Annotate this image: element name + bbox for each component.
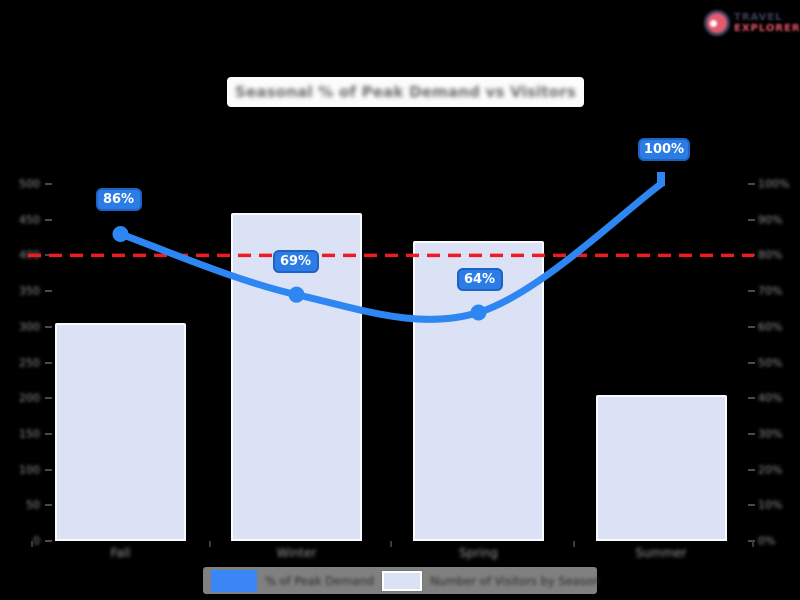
right-axis-tick-label: 10% bbox=[758, 498, 783, 512]
left-axis-tick-mark bbox=[45, 290, 52, 293]
x-axis-tick-mark bbox=[31, 541, 33, 547]
right-axis-tick-label: 60% bbox=[758, 320, 783, 334]
right-axis-tick-mark bbox=[748, 218, 755, 221]
x-axis-tick-mark bbox=[573, 541, 575, 547]
legend: % of Peak Demand Number of Visitors by S… bbox=[203, 567, 601, 594]
right-axis-tick-mark bbox=[748, 361, 755, 364]
line-series bbox=[117, 180, 665, 323]
x-axis-label-summer: Summer bbox=[635, 546, 687, 560]
left-axis-tick-label: 350 bbox=[19, 284, 40, 298]
right-axis-tick-label: 70% bbox=[758, 284, 783, 298]
right-axis-tick-label: 0% bbox=[758, 534, 776, 548]
right-axis-tick-mark bbox=[748, 432, 755, 435]
x-axis-tick-mark bbox=[208, 541, 211, 547]
right-axis-tick-mark bbox=[748, 468, 755, 471]
left-axis-tick-label: 500 bbox=[19, 177, 40, 191]
legend-swatch-bar[interactable] bbox=[381, 569, 424, 592]
left-axis-tick-label: 50 bbox=[26, 498, 40, 512]
bar-fall bbox=[55, 323, 186, 541]
bar-summer bbox=[595, 394, 727, 541]
right-axis-tick-label: 100% bbox=[758, 177, 790, 191]
right-axis-tick-label: 40% bbox=[758, 391, 783, 405]
right-axis-tick-mark bbox=[748, 254, 755, 257]
chart-title-band: Seasonal % of Peak Demand vs Visitors bbox=[227, 77, 584, 107]
left-axis-tick-mark bbox=[45, 397, 52, 400]
left-axis-tick-mark bbox=[45, 254, 52, 257]
legend-item-bar[interactable]: Number of Visitors by Season bbox=[381, 569, 601, 592]
right-axis-tick-label: 80% bbox=[758, 248, 783, 262]
left-axis-tick-mark bbox=[45, 468, 52, 471]
left-axis-tick-label: 150 bbox=[19, 427, 40, 441]
left-axis-tick-mark bbox=[45, 325, 52, 328]
right-axis-tick-mark bbox=[748, 325, 755, 328]
legend-label-line: % of Peak Demand bbox=[265, 573, 375, 588]
data-point-label: 64% bbox=[456, 267, 503, 291]
brand-text: TRAVEL EXPLORER bbox=[734, 12, 800, 34]
left-axis-tick-label: 200 bbox=[19, 391, 40, 405]
data-point-label: 100% bbox=[638, 138, 690, 161]
left-axis-tick-label: 0 bbox=[33, 534, 40, 548]
brand-logo: TRAVEL EXPLORER bbox=[704, 6, 800, 40]
legend-item-line[interactable]: % of Peak Demand bbox=[211, 569, 375, 592]
brand-line1: TRAVEL bbox=[734, 12, 783, 23]
x-axis-label-winter: Winter bbox=[276, 546, 317, 560]
left-axis-tick-mark bbox=[45, 183, 52, 185]
x-axis-tick-mark bbox=[390, 541, 392, 547]
x-axis-label-fall: Fall bbox=[110, 546, 131, 560]
left-axis-tick-label: 250 bbox=[19, 356, 40, 369]
left-axis-tick-label: 450 bbox=[19, 213, 40, 227]
data-point-marker bbox=[112, 225, 129, 242]
left-axis-tick-label: 100 bbox=[19, 463, 40, 477]
globe-icon bbox=[704, 10, 730, 36]
legend-swatch-line[interactable] bbox=[211, 569, 257, 592]
right-axis-tick-label: 90% bbox=[758, 213, 783, 227]
brand-line2: EXPLORER bbox=[734, 23, 800, 34]
left-axis-tick-label: 300 bbox=[19, 320, 40, 334]
legend-label-bar: Number of Visitors by Season bbox=[430, 573, 601, 588]
right-axis-tick-mark bbox=[748, 540, 755, 542]
right-axis-tick-mark bbox=[748, 290, 755, 293]
left-axis-tick-mark bbox=[45, 504, 52, 507]
right-axis-tick-label: 50% bbox=[758, 356, 783, 369]
chart-title: Seasonal % of Peak Demand vs Visitors bbox=[235, 83, 576, 101]
right-axis-tick-mark bbox=[748, 397, 755, 400]
data-label-connector bbox=[657, 172, 665, 186]
right-axis-tick-mark bbox=[748, 183, 755, 185]
right-axis-tick-label: 30% bbox=[758, 427, 783, 441]
right-axis-tick-mark bbox=[748, 504, 755, 507]
left-axis-tick-mark bbox=[45, 361, 52, 364]
left-axis-tick-mark bbox=[45, 218, 52, 221]
right-axis-tick-label: 20% bbox=[758, 463, 783, 477]
data-point-label: 86% bbox=[95, 187, 142, 211]
left-axis-tick-mark bbox=[45, 432, 52, 435]
x-axis-label-spring: Spring bbox=[459, 546, 498, 560]
left-axis-tick-mark bbox=[45, 540, 52, 542]
left-axis-tick-label: 400 bbox=[19, 248, 40, 262]
data-point-label: 69% bbox=[272, 249, 319, 273]
x-axis-tick-mark bbox=[752, 541, 754, 547]
